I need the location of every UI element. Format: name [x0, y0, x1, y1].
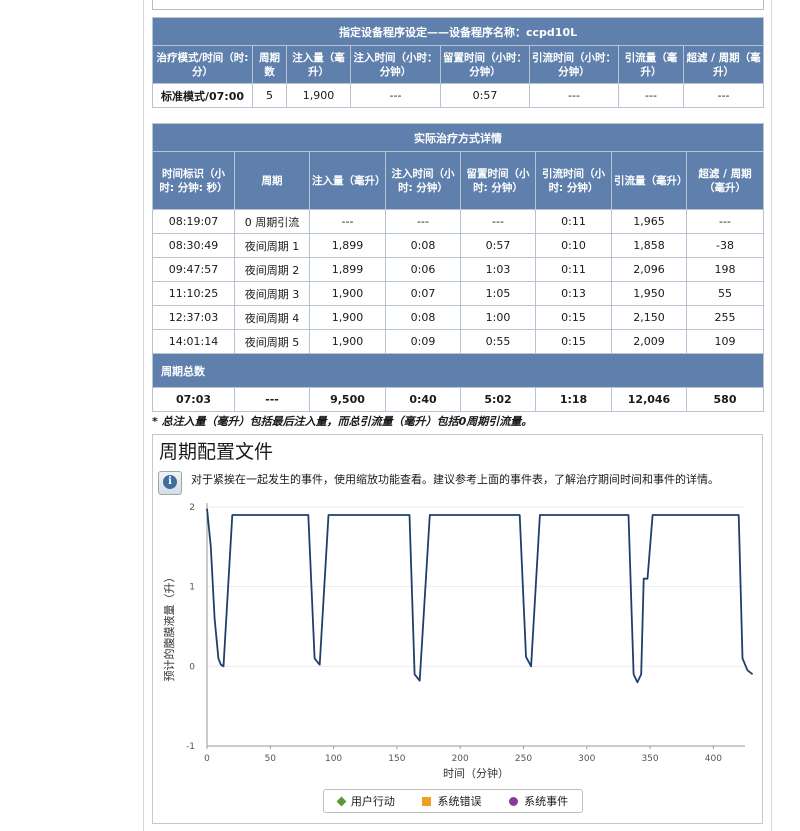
header-drain-volume: 引流量（毫升） [618, 45, 684, 84]
x-tick-label: 400 [705, 754, 722, 764]
legend-item-user-action[interactable]: 用户行动 [336, 793, 395, 809]
program-settings-table: 指定设备程序设定——设备程序名称：ccpd10L 治疗模式/时间（时:分） 周期… [151, 17, 765, 108]
header-timestamp: 时间标识（小时: 分钟: 秒） [152, 151, 235, 210]
table-row: 12:37:03 夜间周期 4 1,900 0:08 1:00 0:15 2,150 255 [152, 305, 764, 330]
x-tick-label: 0 [204, 754, 210, 764]
header-dwell-time: 留置时间（小时：分钟） [440, 45, 530, 84]
info-icon[interactable]: i [158, 471, 182, 495]
previous-section-box [152, 0, 764, 10]
header-drain-time: 引流时间（小时: 分钟） [535, 151, 612, 210]
chart-panel-title: 周期配置文件 [159, 441, 274, 463]
cycle-profile-panel: 周期配置文件 i 对于紧挨在一起发生的事件，使用缩放功能查看。建议参考上面的事件… [152, 434, 763, 824]
y-axis-label: 预计的腹膜液量（升） [162, 572, 176, 682]
header-fill-volume: 注入量（毫升） [309, 151, 386, 210]
x-tick-label: 50 [265, 754, 277, 764]
diamond-icon [336, 796, 347, 806]
x-axis-label: 时间（分钟） [443, 766, 509, 780]
circle-icon [509, 796, 519, 806]
chart-legend: 用户行动 系统错误 系统事件 [323, 789, 583, 813]
header-cycle: 周期 [234, 151, 310, 210]
header-fill-time: 注入时间（小时：分钟） [350, 45, 441, 84]
totals-row: 07:03 --- 9,500 0:40 5:02 1:18 12,046 580 [152, 387, 764, 412]
header-fill-time: 注入时间（小时: 分钟） [385, 151, 461, 210]
legend-item-system-event[interactable]: 系统事件 [509, 793, 568, 809]
table-row: 标准模式/07:00 5 1,900 --- 0:57 --- --- --- [152, 83, 765, 108]
cycle-profile-chart[interactable]: 2 1 0 -1 0 50 100 150 200 250 300 350 400 时间（分钟） 预计的腹膜… [153, 435, 762, 785]
header-uf: 超滤 / 周期（毫升） [682, 45, 765, 84]
table-row: 08:30:49 夜间周期 1 1,899 0:08 0:57 0:10 1,858 -38 [152, 233, 764, 258]
x-tick-label: 200 [452, 754, 469, 764]
x-tick-label: 350 [641, 754, 658, 764]
x-tick-label: 250 [515, 754, 532, 764]
y-tick-label: 2 [189, 503, 195, 513]
x-tick-label: 300 [578, 754, 595, 764]
square-icon [422, 796, 432, 806]
table-row: 11:10:25 夜间周期 3 1,900 0:07 1:05 0:13 1,950 55 [152, 281, 764, 306]
footnote: * 总注入量（毫升）包括最后注入量，而总引流量（毫升）包括0周期引流量。 [152, 415, 533, 428]
actual-table-caption: 实际治疗方式详情 [152, 123, 764, 152]
legend-item-system-error[interactable]: 系统错误 [422, 793, 481, 809]
header-mode: 治疗模式/时间（时:分） [152, 45, 253, 84]
header-drain-time: 引流时间（小时：分钟） [529, 45, 619, 84]
header-dwell-time: 留置时间（小时: 分钟） [460, 151, 536, 210]
totals-section-label: 周期总数 [152, 353, 764, 388]
y-tick-label: -1 [186, 742, 195, 752]
header-fill-volume: 注入量（毫升） [286, 45, 351, 84]
table-row: 08:19:07 0 周期引流 --- --- --- 0:11 1,965 --- [152, 209, 764, 234]
table-row: 14:01:14 夜间周期 5 1,900 0:09 0:55 0:15 2,009 109 [152, 329, 764, 354]
y-tick-label: 0 [189, 662, 195, 672]
y-tick-label: 1 [189, 583, 195, 593]
program-table-caption: 指定设备程序设定——设备程序名称：ccpd10L [151, 17, 765, 46]
table-row: 09:47:57 夜间周期 2 1,899 0:06 1:03 0:11 2,096 198 [152, 257, 764, 282]
series-line-0 [206, 508, 754, 684]
header-cycles: 周期数 [252, 45, 287, 84]
header-uf: 超滤 / 周期（毫升） [686, 151, 764, 210]
x-tick-label: 100 [325, 754, 342, 764]
info-text: 对于紧挨在一起发生的事件，使用缩放功能查看。建议参考上面的事件表，了解治疗期间时… [191, 473, 719, 486]
actual-treatment-table: 实际治疗方式详情 时间标识（小时: 分钟: 秒） 周期 注入量（毫升） 注入时间… [152, 123, 764, 412]
header-drain-volume: 引流量（毫升） [611, 151, 687, 210]
x-tick-label: 150 [388, 754, 405, 764]
